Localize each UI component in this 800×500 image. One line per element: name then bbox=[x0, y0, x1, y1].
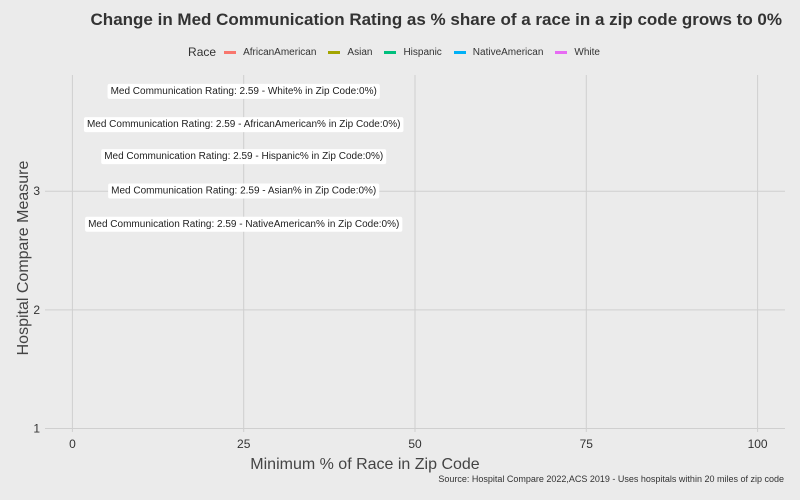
legend: Race AfricanAmerican Asian Hispanic Nati… bbox=[0, 45, 800, 59]
annotation-box bbox=[85, 216, 403, 232]
annotation-label: Med Communication Rating: 2.59 - White% … bbox=[111, 86, 377, 97]
x-tick-label: 0 bbox=[69, 437, 76, 451]
annotation-label: Med Communication Rating: 2.59 - NativeA… bbox=[88, 219, 399, 230]
chart-caption: Source: Hospital Compare 2022,ACS 2019 -… bbox=[438, 474, 784, 484]
annotation-box bbox=[107, 83, 380, 99]
legend-label-asian: Asian bbox=[347, 46, 373, 58]
legend-key-africanamerican bbox=[224, 50, 237, 54]
y-tick-label: 2 bbox=[33, 303, 40, 317]
legend-label-nativeamerican: NativeAmerican bbox=[472, 46, 544, 58]
annotation-label: Med Communication Rating: 2.59 - Hispani… bbox=[104, 151, 383, 162]
legend-label-white: White bbox=[574, 46, 600, 58]
legend-label-africanamerican: AfricanAmerican bbox=[243, 46, 317, 58]
annotation-label: Med Communication Rating: 2.59 - African… bbox=[87, 119, 400, 130]
y-axis-title: Hospital Compare Measure bbox=[15, 161, 32, 356]
legend-item-asian: Asian bbox=[328, 47, 372, 58]
x-tick-label: 50 bbox=[408, 437, 422, 451]
legend-item-hispanic: Hispanic bbox=[384, 46, 442, 58]
annotation-box bbox=[101, 149, 387, 165]
x-tick-label: 75 bbox=[580, 437, 594, 451]
legend-key-white bbox=[555, 50, 568, 54]
legend-title: Race bbox=[188, 45, 217, 59]
legend-item-africanamerican: AfricanAmerican bbox=[224, 47, 316, 58]
x-axis-title: Minimum % of Race in Zip Code bbox=[250, 456, 480, 473]
legend-key-hispanic bbox=[384, 50, 397, 54]
legend-key-nativeamerican bbox=[453, 50, 466, 54]
annotation-box bbox=[108, 183, 380, 199]
annotation-label: Med Communication Rating: 2.59 - Asian% … bbox=[111, 186, 376, 197]
legend-item-white: White bbox=[555, 47, 600, 58]
annotation-box bbox=[83, 117, 404, 133]
x-tick-label: 100 bbox=[748, 437, 768, 451]
legend-item-nativeamerican: NativeAmerican bbox=[453, 46, 544, 58]
chart-title: Change in Med Communication Rating as % … bbox=[90, 10, 782, 29]
y-tick-label: 1 bbox=[33, 421, 40, 435]
x-tick-label: 25 bbox=[237, 437, 251, 451]
legend-key-asian bbox=[328, 50, 341, 54]
legend-label-hispanic: Hispanic bbox=[403, 46, 442, 58]
y-tick-label: 3 bbox=[33, 184, 40, 198]
